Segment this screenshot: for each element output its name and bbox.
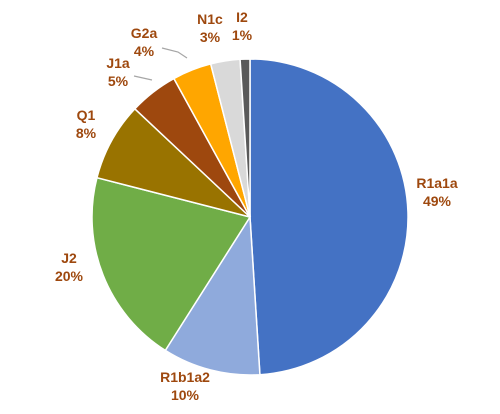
- pie-slice-j2: [91, 176, 252, 352]
- slice-name-r1a1a: R1a1a: [416, 175, 457, 191]
- slice-label-r1b1a2: R1b1a2 10%: [160, 369, 210, 403]
- slice-name-g2a: G2a: [131, 25, 158, 41]
- pie-slice-r1b1a2: [164, 214, 261, 376]
- slice-percent-r1a1a: 49%: [423, 193, 452, 209]
- pie-slices: [91, 58, 409, 376]
- slice-label-j1a: J1a 5%: [106, 55, 130, 89]
- slice-name-i2: I2: [236, 9, 248, 25]
- slice-name-q1: Q1: [77, 107, 96, 123]
- slice-label-j2: J2 20%: [55, 250, 84, 284]
- slice-name-r1b1a2: R1b1a2: [160, 369, 210, 385]
- slice-percent-j2: 20%: [55, 268, 84, 284]
- pie-slice-r1a1a: [249, 58, 409, 376]
- slice-percent-g2a: 4%: [134, 43, 155, 59]
- slice-percent-j1a: 5%: [108, 73, 129, 89]
- slice-name-j2: J2: [61, 250, 77, 266]
- slice-label-q1: Q1 8%: [76, 107, 97, 141]
- slice-name-n1c: N1c: [197, 11, 223, 27]
- slice-label-r1a1a: R1a1a 49%: [416, 175, 457, 209]
- leader-line-g2a: [161, 47, 188, 59]
- slice-name-j1a: J1a: [106, 55, 130, 71]
- leader-line-j1a: [133, 75, 153, 81]
- slice-percent-r1b1a2: 10%: [171, 387, 200, 403]
- leader-lines: [133, 47, 188, 81]
- slice-label-i2: I2 1%: [232, 9, 253, 43]
- slice-percent-q1: 8%: [76, 125, 97, 141]
- slice-label-g2a: G2a 4%: [131, 25, 158, 59]
- slice-percent-n1c: 3%: [200, 29, 221, 45]
- slice-percent-i2: 1%: [232, 27, 253, 43]
- slice-labels: R1a1a 49%R1b1a2 10%J2 20%Q1 8%J1a 5%G2a 4%N1c 3…: [55, 9, 458, 403]
- pie-slice-i2: [239, 58, 251, 218]
- slice-label-n1c: N1c 3%: [197, 11, 223, 45]
